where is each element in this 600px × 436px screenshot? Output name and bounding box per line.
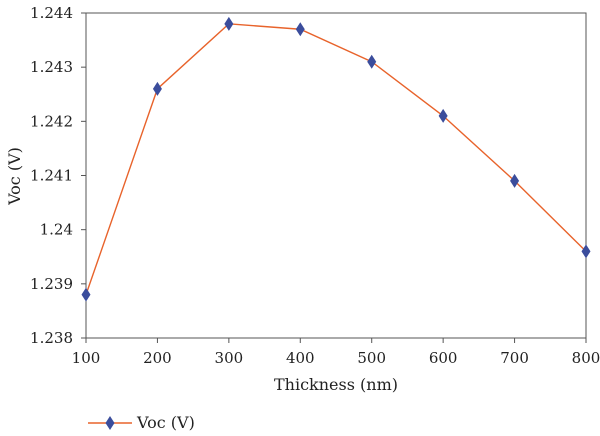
x-axis-title: Thickness (nm): [274, 375, 398, 394]
series-layer: [81, 16, 591, 302]
data-point: [367, 54, 377, 69]
x-tick-label: 400: [286, 349, 315, 367]
plot-frame: [85, 12, 587, 339]
y-tick-label: 1.242: [30, 112, 73, 130]
y-axis-title: Voc (V): [5, 147, 24, 206]
series-line: [85, 23, 587, 295]
y-tick-label: 1.239: [30, 275, 73, 293]
x-tick-label: 700: [500, 349, 529, 367]
data-point: [438, 108, 448, 123]
data-point: [581, 244, 591, 259]
y-tick-label: 1.244: [30, 4, 73, 22]
x-tick-label: 600: [429, 349, 458, 367]
axes: [81, 12, 587, 343]
data-point: [295, 22, 305, 37]
data-point: [510, 173, 520, 188]
data-point: [152, 81, 162, 96]
legend: Voc (V): [88, 413, 195, 432]
x-tick-label: 200: [143, 349, 172, 367]
data-point: [224, 16, 234, 31]
y-tick-label: 1.238: [30, 329, 73, 347]
labels-layer: 100 200 300 400 500 600 700 800 1.238 1.239 1.24 1.…: [30, 4, 600, 367]
x-tick-label: 500: [357, 349, 386, 367]
legend-label: Voc (V): [136, 413, 195, 432]
y-tick-label: 1.241: [30, 167, 73, 185]
legend-marker: [105, 416, 115, 430]
data-point: [81, 287, 91, 302]
x-tick-label: 800: [572, 349, 600, 367]
x-tick-label: 100: [72, 349, 101, 367]
y-tick-label: 1.24: [40, 221, 73, 239]
y-tick-label: 1.243: [30, 58, 73, 76]
x-tick-label: 300: [215, 349, 244, 367]
